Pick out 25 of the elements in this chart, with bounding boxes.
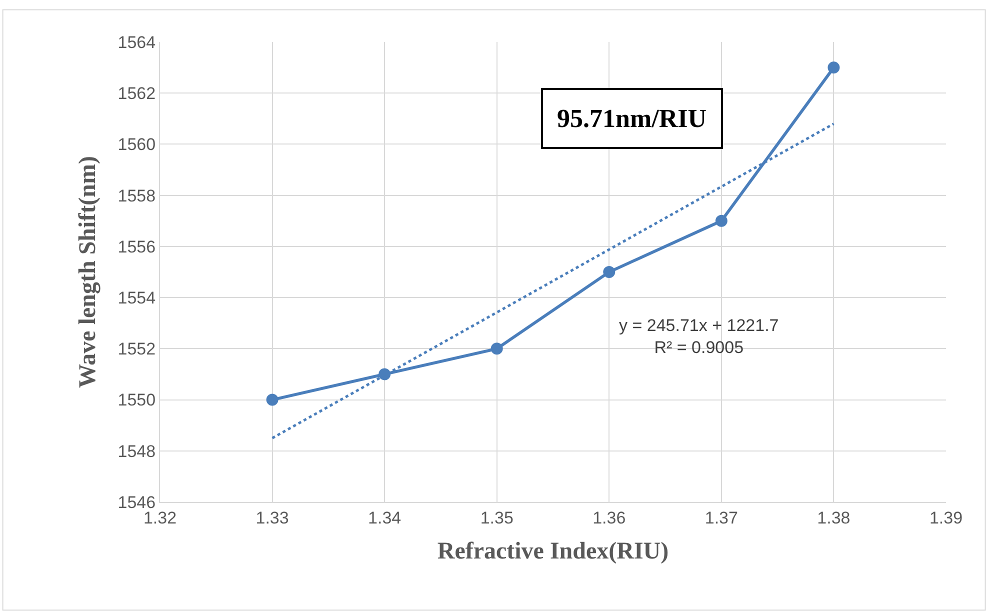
x-tick-label: 1.35 bbox=[480, 508, 514, 528]
point bbox=[715, 214, 728, 227]
x-tick-label: 1.39 bbox=[929, 508, 963, 528]
y-axis-title: Wave length Shift(nm) bbox=[74, 156, 101, 388]
annotation: 95.71nm/RIU bbox=[557, 104, 707, 133]
y-tick-label: 1560 bbox=[118, 135, 156, 154]
y-tick-label: 1548 bbox=[118, 442, 156, 461]
x-tick-label: 1.36 bbox=[592, 508, 626, 528]
x-tick-label: 1.34 bbox=[368, 508, 402, 528]
x-tick-label: 1.38 bbox=[817, 508, 850, 528]
point bbox=[603, 266, 616, 278]
y-tick-label: 1562 bbox=[118, 84, 156, 104]
annotation: y = 245.71x + 1221.7 R² = 0.9005 bbox=[619, 316, 779, 358]
y-tick-label: 1550 bbox=[118, 390, 156, 410]
x-tick-label: 1.37 bbox=[704, 508, 738, 528]
y-tick-label: 1556 bbox=[118, 237, 156, 256]
point bbox=[490, 342, 503, 355]
point bbox=[266, 394, 278, 406]
y-tick-label: 1554 bbox=[118, 288, 156, 308]
x-tick-label: 1.33 bbox=[256, 508, 289, 528]
point bbox=[828, 62, 840, 74]
y-tick-label: 1558 bbox=[118, 186, 156, 206]
y-tick-label: 1564 bbox=[118, 32, 156, 52]
x-axis-title: Refractive Index(RIU) bbox=[437, 538, 669, 565]
y-tick-label: 1552 bbox=[118, 340, 156, 359]
